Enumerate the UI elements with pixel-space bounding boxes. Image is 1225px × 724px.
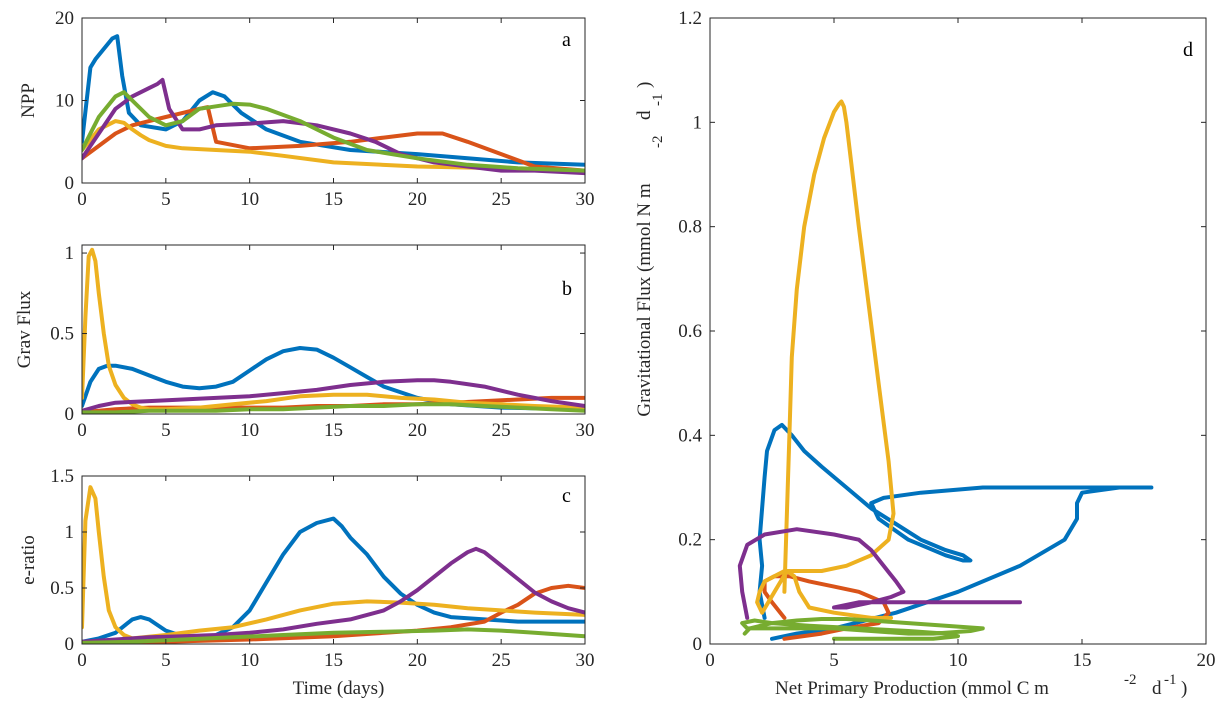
series-line-green [82,90,585,173]
x-label-exponent: -2 [1124,672,1137,688]
y-tick-label: 1 [65,243,75,264]
x-label-units: ) [1181,678,1187,699]
series-line-purple [82,546,585,644]
x-tick-label: 20 [1197,650,1216,671]
y-tick-label: 10 [55,91,74,112]
y-tick-label: 20 [55,8,74,29]
y-axis-label: Gravitational Flux (mmol N m [634,183,655,416]
x-tick-label: 10 [240,420,259,441]
panel-label: b [562,278,572,300]
y-tick-label: 0.6 [678,321,702,342]
panel-d: 0 5 10 15 20 0 0.2 0.4 0.6 0.8 1 1.2 d Gravitational … [634,8,1216,699]
panel-a: 0 5 10 15 20 25 30 0 10 20 a NPP [18,8,595,210]
y-tick-label: 0.8 [678,217,702,238]
y-axis-label: Grav Flux [14,290,35,368]
series-line-yellow [82,119,585,173]
series-line-blue [757,422,1154,641]
panel-label: d [1183,39,1193,61]
series-line-blue [82,516,585,644]
y-axis-label: NPP [18,83,39,118]
y-tick-label: 1.5 [50,466,74,487]
y-tick-label: 0 [65,404,75,425]
x-tick-label: 0 [77,420,87,441]
x-label-exponent: -1 [1164,672,1177,688]
x-tick-label: 15 [324,189,343,210]
x-axis-label: Time (days) [293,678,385,699]
series-line-yellow [755,99,896,620]
y-tick-label: 0 [65,173,75,194]
x-tick-label: 25 [492,189,511,210]
y-label-units: d [634,110,655,120]
y-tick-label: 1 [65,522,75,543]
series-line-yellow [82,247,585,412]
x-tick-label: 30 [576,420,595,441]
x-tick-label: 30 [576,650,595,671]
x-tick-label: 10 [949,650,968,671]
x-tick-label: 20 [408,189,427,210]
y-tick-label: 0.2 [678,530,702,551]
y-tick-label: 0.5 [50,578,74,599]
x-tick-label: 20 [408,650,427,671]
y-tick-label: 0.5 [50,324,74,345]
y-tick-label: 0.4 [678,425,702,446]
x-tick-label: 10 [240,650,259,671]
x-tick-label: 15 [1073,650,1092,671]
x-tick-label: 20 [408,420,427,441]
y-label-exponent: -2 [650,136,666,149]
series-line-yellow [82,485,585,641]
series-line-green [740,617,985,641]
series-line-orange [82,105,585,173]
y-tick-label: 0 [65,634,75,655]
series-line-blue [82,34,585,167]
panel-label: c [562,485,571,507]
y-tick-label: 1 [693,112,703,133]
x-label-units: d [1152,678,1162,699]
panel-c: 0 5 10 15 20 25 30 0 0.5 1 1.5 c e-ratio Time (days) [18,466,595,699]
series-line-purple [737,527,1022,620]
x-tick-label: 5 [829,650,839,671]
y-axis-label: e-ratio [18,535,39,585]
series-line-purple [82,378,585,413]
x-tick-label: 25 [492,650,511,671]
x-tick-label: 5 [161,420,171,441]
series-line-blue [82,346,585,412]
x-tick-label: 10 [240,189,259,210]
x-tick-label: 5 [161,189,171,210]
x-tick-label: 25 [492,420,511,441]
x-axis-label: Net Primary Production (mmol C m [775,678,1049,699]
y-label-units: ) [634,82,655,88]
axes-box [81,475,586,645]
x-tick-label: 5 [161,650,171,671]
series-line-green [82,627,585,644]
x-tick-label: 0 [705,650,715,671]
x-tick-label: 0 [77,189,87,210]
x-tick-label: 0 [77,650,87,671]
y-tick-label: 1.2 [678,8,702,29]
x-tick-label: 15 [324,420,343,441]
panel-label: a [562,29,571,51]
y-label-exponent: -1 [650,94,666,107]
x-tick-label: 15 [324,650,343,671]
y-tick-label: 0 [693,634,703,655]
panel-b: 0 5 10 15 20 25 30 0 0.5 1 b Grav Flux [14,243,595,441]
x-tick-label: 30 [576,189,595,210]
